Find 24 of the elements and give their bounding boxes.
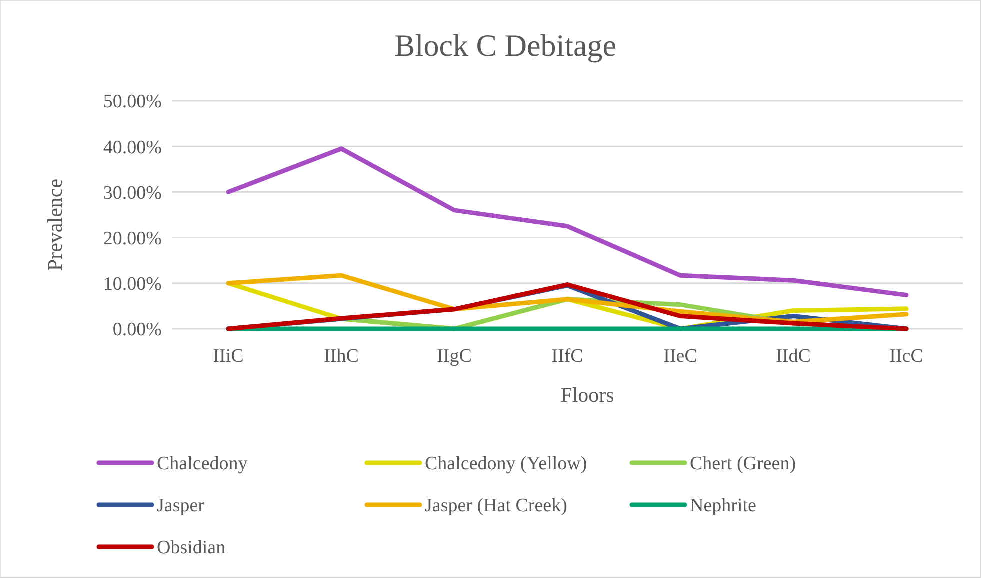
y-tick-label: 10.00%	[103, 274, 162, 296]
legend-label: Chert (Green)	[690, 454, 796, 475]
y-tick-label: 0.00%	[112, 320, 162, 341]
y-tick-label: 30.00%	[103, 182, 162, 204]
line-series	[226, 146, 909, 298]
y-tick-label: 20.00%	[103, 228, 162, 250]
legend-label: Chalcedony (Yellow)	[425, 454, 588, 475]
chart-title: Block C Debitage	[394, 28, 617, 63]
legend-label: Chalcedony	[157, 454, 248, 475]
y-tick-label: 50.00%	[103, 92, 162, 113]
x-tick-label: IIgC	[437, 346, 472, 367]
x-tick-label: IIfC	[552, 346, 584, 367]
y-tick-label: 40.00%	[103, 137, 162, 158]
y-axis-title: Prevalence	[43, 178, 67, 272]
x-tick-label: IIcC	[890, 346, 924, 367]
x-tick-label: IIdC	[776, 346, 811, 367]
legend-label: Obsidian	[157, 538, 226, 559]
legend-label: Nephrite	[690, 496, 756, 517]
x-axis-title: Floors	[560, 383, 614, 407]
x-tick-label: IIiC	[213, 346, 244, 367]
x-tick-label: IIeC	[664, 346, 698, 367]
legend-label: Jasper	[157, 496, 206, 517]
x-tick-label: IIhC	[324, 346, 359, 367]
legend-label: Jasper (Hat Creek)	[425, 496, 568, 517]
